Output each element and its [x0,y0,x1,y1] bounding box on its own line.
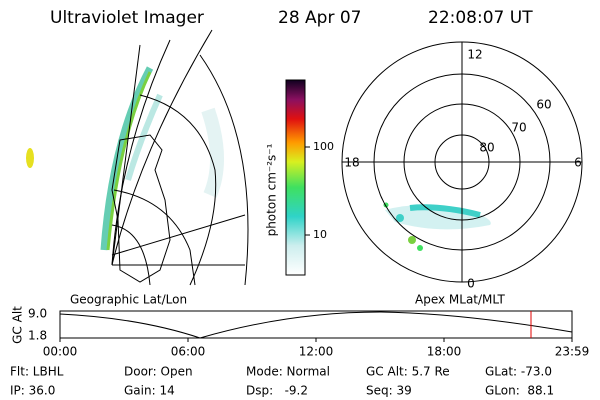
strip-axis-label: GC Alt [11,306,25,344]
colorbar-tick-label: 10 [313,228,327,241]
strip-y-label: 9.0 [28,307,47,321]
altitude-curve [59,311,573,339]
date: 28 Apr 07 [278,8,361,28]
mlt-label: 0 [467,277,475,291]
info-field: GLon: 88.1 [485,384,554,398]
mlt-label: 6 [574,156,582,170]
strip-y-label: 1.8 [28,329,47,343]
info-field: IP: 36.0 [10,384,55,398]
time: 22:08:07 UT [428,8,533,28]
time-label: 23:59 [555,345,590,359]
lat-label: 60 [536,98,551,112]
colorbar-tick-label: 100 [313,140,334,153]
mlt-label: 18 [344,156,359,170]
time-label: 18:00 [427,345,462,359]
info-field: Door: Open [124,365,193,379]
lat-label: 80 [479,141,494,155]
info-field: Flt: LBHL [10,365,64,379]
info-field: GLat: -73.0 [485,365,552,379]
info-field: Mode: Normal [246,365,330,379]
mlt-label: 12 [467,48,482,62]
info-field: Gain: 14 [124,384,175,398]
time-label: 00:00 [43,345,78,359]
strip-right-label: Apex MLat/MLT [415,293,505,307]
time-label: 12:00 [299,345,334,359]
strip-left-label: Geographic Lat/Lon [70,293,187,307]
title: Ultraviolet Imager [50,8,204,28]
colorbar [285,79,306,276]
info-field: GC Alt: 5.7 Re [366,365,450,379]
info-field: Dsp: -9.2 [246,384,308,398]
polar-plot [341,41,583,283]
lat-label: 70 [511,121,526,135]
time-label: 06:00 [171,345,206,359]
geo-panel [26,29,249,286]
info-field: Seq: 39 [366,384,412,398]
colorbar-label: photon cm⁻²s⁻¹ [265,143,279,236]
